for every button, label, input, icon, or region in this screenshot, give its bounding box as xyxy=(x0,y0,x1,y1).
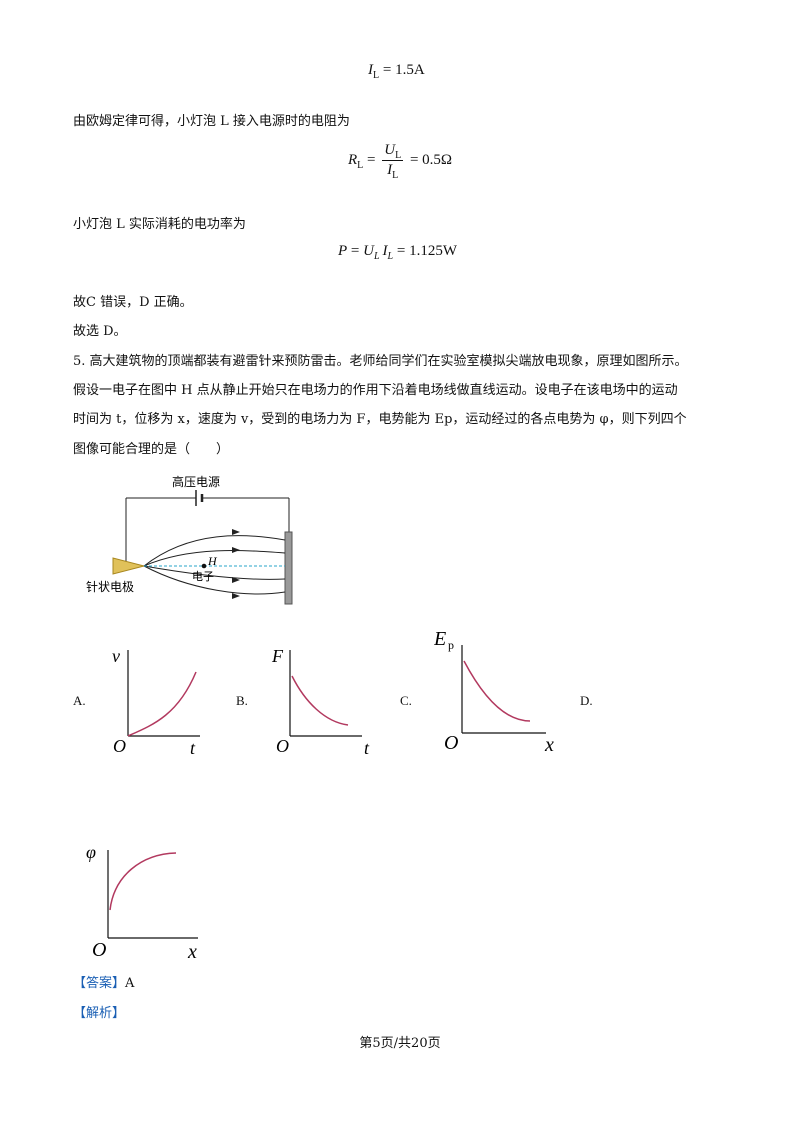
question-5-line-2: 假设一电子在图中 H 点从静止开始只在电场力的作用下沿着电场线做直线运动。设电子… xyxy=(73,383,678,398)
option-b-graph: F O t xyxy=(271,646,370,758)
point-h-label: H xyxy=(207,554,218,568)
eq2-num-sub: L xyxy=(395,150,402,161)
eq3-i-sub: L xyxy=(387,251,394,262)
option-d-x-label: x xyxy=(187,941,197,963)
needle-electrode-label: 针状电极 xyxy=(86,579,134,594)
point-h-dot xyxy=(201,563,207,569)
eq2-den-var: I xyxy=(387,162,393,178)
potential-energy-curve xyxy=(463,660,531,722)
eq2-fraction: UL IL xyxy=(382,142,404,181)
plate-electrode xyxy=(284,531,293,605)
eq1-rhs: = 1.5A xyxy=(382,62,425,78)
force-curve xyxy=(291,675,349,726)
option-d-graph: φ O x xyxy=(86,842,198,963)
question-5-line-3: 时间为 t，位移为 x，速度为 v，受到的电场力为 F，电势能为 Ep，运动经过… xyxy=(73,412,687,427)
eq3-u-sub: L xyxy=(373,251,380,262)
discharge-diagram: 高压电源 H 电子 针状电极 xyxy=(86,474,293,605)
eq2-eq: = xyxy=(367,151,376,168)
needle-electrode xyxy=(112,557,145,575)
eq3-i: I xyxy=(382,243,388,259)
text-line-3: 故C 错误，D 正确。 xyxy=(73,295,193,310)
option-a-graph: v O t xyxy=(112,646,200,758)
answer-value: A xyxy=(125,976,135,991)
text-line-1: 由欧姆定律可得，小灯泡 L 接入电源时的电阻为 xyxy=(73,114,350,129)
eq3-rhs: = 1.125W xyxy=(396,243,457,259)
electric-potential-curve xyxy=(109,852,177,911)
option-d-label: D. xyxy=(580,693,593,708)
equation-power: P = UL IL = 1.125W xyxy=(338,243,457,262)
option-a-origin: O xyxy=(113,736,126,756)
option-b-label: B. xyxy=(236,693,248,708)
option-d-origin: O xyxy=(92,939,106,961)
eq3-p: P xyxy=(338,243,348,259)
option-c-y-sub: p xyxy=(448,638,454,652)
eq2-lhs-var: R xyxy=(348,151,358,168)
option-a-label: A. xyxy=(73,693,86,708)
eq2-den-sub: L xyxy=(392,170,399,181)
page-footer: 第5页/共20页 xyxy=(359,1036,441,1051)
option-b-y-label: F xyxy=(271,646,284,666)
option-a-x-label: t xyxy=(190,738,196,758)
option-c-label: C. xyxy=(400,693,412,708)
eq1-var: I xyxy=(368,62,373,78)
electron-label: 电子 xyxy=(192,570,214,583)
field-arrows xyxy=(232,529,240,599)
option-c-y-label: E xyxy=(434,628,446,650)
option-b-x-label: t xyxy=(364,738,370,758)
answer-row: 【答案】A xyxy=(73,974,134,994)
option-c-graph: E p O x xyxy=(434,628,554,755)
field-lines xyxy=(143,535,286,595)
option-b-origin: O xyxy=(276,736,289,756)
text-line-4: 故选 D。 xyxy=(73,324,127,339)
eq3-u: U xyxy=(363,243,374,259)
option-d-y-label: φ xyxy=(86,842,96,862)
analysis-tag: 【解析】 xyxy=(73,1006,126,1021)
option-c-x-label: x xyxy=(544,734,554,755)
answer-tag: 【答案】 xyxy=(73,976,126,991)
equation-resistance: RL = UL IL = 0.5Ω xyxy=(348,142,453,181)
option-c-origin: O xyxy=(444,732,458,754)
text-line-2: 小灯泡 L 实际消耗的电功率为 xyxy=(73,217,246,232)
power-source-label: 高压电源 xyxy=(172,474,220,489)
equation-current: IL = 1.5A xyxy=(368,62,425,81)
eq2-num-var: U xyxy=(384,142,396,158)
velocity-curve xyxy=(127,671,197,737)
option-a-y-label: v xyxy=(112,646,120,666)
eq2-lhs-sub: L xyxy=(357,159,364,171)
question-5-line-1: 5. 高大建筑物的顶端都装有避雷针来预防雷击。老师给同学们在实验室模拟尖端放电现… xyxy=(73,354,688,369)
eq3-eq: = xyxy=(350,243,360,259)
question-5-line-4: 图像可能合理的是（ ） xyxy=(73,442,230,457)
eq1-sub: L xyxy=(373,70,380,81)
eq2-rhs: = 0.5Ω xyxy=(409,151,453,168)
